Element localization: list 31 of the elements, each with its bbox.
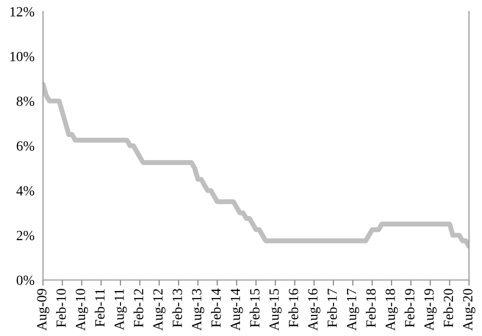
x-tick-label: Aug-14 (230, 288, 243, 331)
x-tick-label: Feb-11 (94, 289, 105, 327)
line-series (43, 82, 469, 249)
x-tick-label: Feb-19 (404, 288, 414, 328)
x-tick-label: Feb-16 (288, 288, 298, 328)
x-tick-label: Aug-19 (424, 288, 437, 331)
x-tick-label: Feb-14 (210, 288, 221, 328)
x-tick-label: Aug-16 (308, 288, 320, 331)
y-tick-label: 2% (16, 230, 34, 240)
x-tick-label: Feb-17 (327, 288, 337, 328)
y-tick-label: 8% (16, 96, 34, 106)
x-tick-label: Feb-13 (172, 288, 182, 328)
x-tick-label: Aug-11 (114, 289, 127, 330)
x-tick-label: Feb-10 (56, 288, 66, 328)
x-tick-label: Aug-15 (269, 288, 282, 331)
x-tick-label: Feb-20 (443, 288, 454, 328)
x-tick-label: Feb-15 (250, 288, 260, 328)
y-tick-label: 6% (16, 141, 34, 151)
x-tick-label: Feb-18 (366, 288, 376, 328)
x-tick-label: Aug-09 (37, 288, 50, 331)
x-tick-label: Aug-10 (76, 288, 88, 331)
x-tick-label: Aug-13 (192, 288, 204, 331)
y-tick-label: 4% (16, 186, 34, 196)
x-tick-label: Aug-12 (153, 289, 166, 331)
y-tick-label: 0% (16, 276, 34, 285)
x-tick-label: Feb-12 (134, 289, 144, 328)
x-tick-label: Aug-18 (386, 288, 398, 331)
x-tick-label: Aug-17 (346, 288, 360, 331)
y-tick-label: 12% (10, 7, 34, 16)
x-tick-label: Aug-20 (463, 288, 476, 331)
y-tick-label: 10% (10, 52, 34, 62)
